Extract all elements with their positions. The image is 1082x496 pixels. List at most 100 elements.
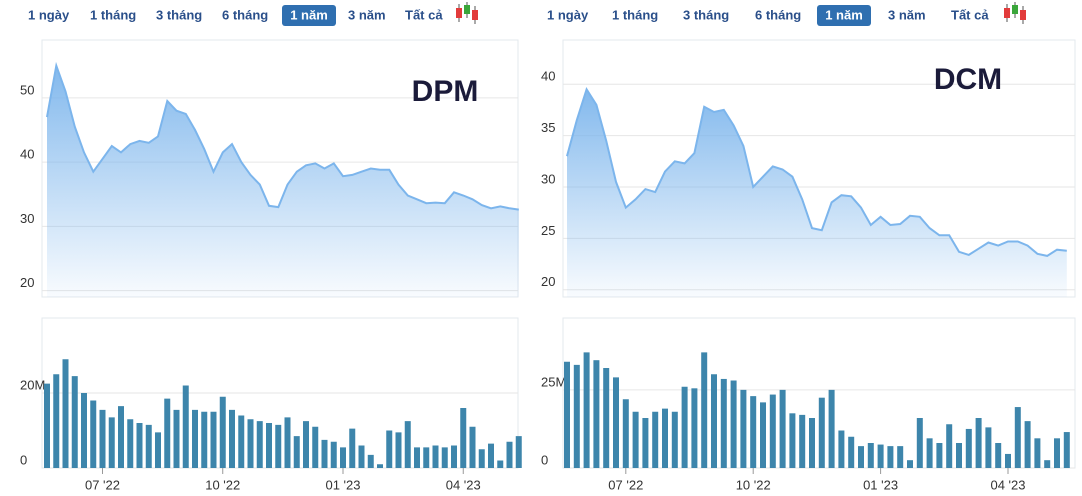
x-tick-label: 07 '22 — [85, 477, 120, 492]
volume-bar — [740, 389, 747, 468]
volume-bar — [946, 424, 953, 468]
volume-bar — [789, 413, 796, 468]
volume-bar — [632, 411, 639, 468]
volume-bar — [691, 388, 698, 468]
range-button-bg[interactable] — [817, 5, 871, 26]
volume-bar — [926, 438, 933, 468]
candle-icon[interactable] — [1004, 2, 1026, 24]
range-button[interactable]: 3 năm — [888, 7, 926, 22]
y-tick-label: 20 — [541, 274, 555, 289]
range-button[interactable]: Tất cả — [405, 7, 443, 22]
chart-title: DCM — [934, 63, 1002, 96]
volume-bar — [936, 443, 943, 468]
range-button[interactable]: 6 tháng — [755, 7, 801, 22]
y-tick-label: 20 — [20, 275, 34, 290]
y-tick-label: 20M — [20, 377, 45, 392]
volume-bar — [266, 423, 272, 468]
volume-bar — [515, 436, 522, 468]
volume-bar — [564, 361, 570, 468]
chart-title: DPM — [412, 75, 479, 108]
range-button[interactable]: 3 tháng — [683, 7, 729, 22]
volume-bar — [460, 408, 467, 468]
range-button[interactable]: Tất cả — [951, 7, 989, 22]
volume-bar — [330, 441, 337, 468]
range-button[interactable]: 1 năm — [290, 7, 328, 22]
volume-bar — [173, 409, 180, 468]
volume-bar — [897, 446, 904, 468]
volume-bar — [229, 409, 235, 468]
volume-bar — [965, 428, 972, 468]
volume-bar — [779, 389, 786, 468]
volume-bar — [497, 460, 504, 468]
range-button[interactable]: 3 năm — [348, 7, 386, 22]
y-tick-label: 30 — [20, 211, 34, 226]
volume-bar — [1063, 432, 1070, 468]
volume-bar — [593, 360, 600, 468]
volume-bar — [340, 447, 346, 468]
price-line — [46, 61, 519, 211]
range-button-bg[interactable] — [282, 5, 336, 26]
range-button[interactable]: 3 tháng — [156, 7, 202, 22]
volume-bar — [238, 415, 245, 468]
price-line — [566, 86, 1067, 257]
volume-bar — [1034, 438, 1041, 468]
volume-bar — [818, 397, 825, 468]
volume-bar — [662, 408, 668, 468]
x-tick-label: 01 '23 — [863, 477, 898, 492]
candle-icon[interactable] — [456, 2, 478, 24]
volume-bar — [136, 423, 143, 468]
volume-bar — [44, 383, 50, 468]
volume-bar — [613, 377, 619, 468]
volume-bar — [858, 446, 864, 468]
volume-bar — [701, 352, 708, 468]
volume-bar — [71, 376, 78, 468]
volume-bar — [956, 443, 962, 468]
x-tick-label: 07 '22 — [608, 477, 643, 492]
y-tick-label: 25 — [541, 223, 555, 238]
volume-bar — [293, 436, 300, 468]
volume-bar — [1044, 460, 1051, 468]
volume-bar — [145, 424, 152, 468]
volume-bar — [848, 436, 855, 468]
volume-bar — [867, 443, 874, 468]
volume-bar — [720, 378, 727, 468]
volume-bar — [799, 414, 806, 468]
volume-bar — [192, 409, 198, 468]
volume-bar — [887, 446, 894, 468]
volume-bar — [916, 418, 923, 468]
volume-bar — [622, 399, 629, 468]
volume-bar — [451, 445, 457, 468]
volume-bar — [1014, 407, 1021, 468]
x-tick-label: 04 '23 — [446, 477, 481, 492]
volume-bar — [256, 421, 263, 468]
volume-bar — [506, 441, 513, 468]
range-button[interactable]: 1 tháng — [612, 7, 658, 22]
volume-bar — [127, 419, 134, 468]
volume-bar — [1005, 453, 1011, 468]
y-tick-label: 40 — [541, 69, 555, 84]
y-tick-label: 25M — [541, 374, 566, 389]
volume-bar — [583, 352, 590, 468]
x-tick-label: 01 '23 — [325, 477, 360, 492]
range-button[interactable]: 1 tháng — [90, 7, 136, 22]
volume-bar — [303, 421, 309, 468]
volume-bar — [838, 430, 845, 468]
volume-bar — [275, 424, 282, 468]
volume-bar — [210, 411, 217, 468]
range-button[interactable]: 6 tháng — [222, 7, 268, 22]
volume-bar — [404, 421, 411, 468]
volume-bar — [730, 380, 737, 468]
range-button[interactable]: 1 ngày — [28, 7, 70, 22]
volume-bar — [1024, 421, 1031, 468]
volume-bar — [603, 368, 610, 468]
volume-bar — [155, 432, 161, 468]
volume-bar — [53, 374, 60, 468]
range-button[interactable]: 1 năm — [825, 7, 863, 22]
volume-bar — [358, 445, 365, 468]
volume-bar — [995, 443, 1002, 468]
volume-bar — [219, 396, 226, 468]
range-button[interactable]: 1 ngày — [547, 7, 589, 22]
volume-bar — [469, 426, 476, 468]
volume-bar — [201, 411, 208, 468]
